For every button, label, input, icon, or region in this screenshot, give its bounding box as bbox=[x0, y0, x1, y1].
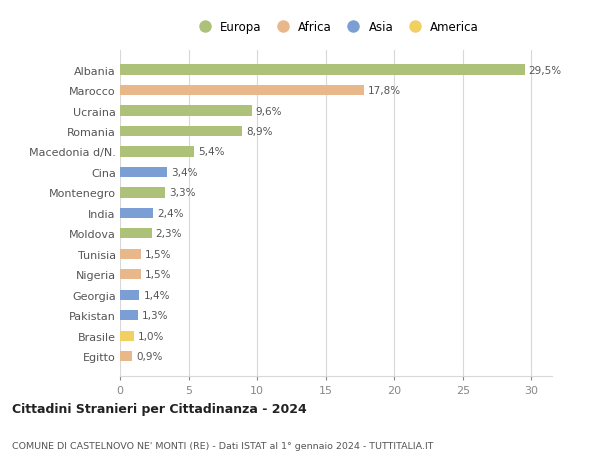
Text: 29,5%: 29,5% bbox=[529, 66, 562, 75]
Text: 8,9%: 8,9% bbox=[246, 127, 272, 137]
Text: 1,3%: 1,3% bbox=[142, 311, 169, 320]
Bar bbox=[120, 351, 133, 362]
Bar bbox=[120, 127, 242, 137]
Text: 3,4%: 3,4% bbox=[171, 168, 197, 178]
Bar bbox=[120, 331, 134, 341]
Bar bbox=[120, 290, 139, 300]
Text: 5,4%: 5,4% bbox=[198, 147, 224, 157]
Text: 1,5%: 1,5% bbox=[145, 270, 171, 280]
Bar bbox=[120, 147, 194, 157]
Text: Cittadini Stranieri per Cittadinanza - 2024: Cittadini Stranieri per Cittadinanza - 2… bbox=[12, 403, 307, 415]
Text: COMUNE DI CASTELNOVO NE' MONTI (RE) - Dati ISTAT al 1° gennaio 2024 - TUTTITALIA: COMUNE DI CASTELNOVO NE' MONTI (RE) - Da… bbox=[12, 441, 433, 450]
Bar bbox=[120, 65, 524, 76]
Bar bbox=[120, 208, 153, 218]
Text: 3,3%: 3,3% bbox=[169, 188, 196, 198]
Text: 2,3%: 2,3% bbox=[155, 229, 182, 239]
Bar bbox=[120, 269, 140, 280]
Bar bbox=[120, 168, 167, 178]
Text: 17,8%: 17,8% bbox=[368, 86, 401, 96]
Bar bbox=[120, 249, 140, 259]
Text: 9,6%: 9,6% bbox=[256, 106, 282, 116]
Legend: Europa, Africa, Asia, America: Europa, Africa, Asia, America bbox=[190, 17, 482, 37]
Bar bbox=[120, 310, 138, 321]
Bar bbox=[120, 86, 364, 96]
Text: 0,9%: 0,9% bbox=[136, 352, 163, 361]
Bar bbox=[120, 188, 165, 198]
Text: 1,4%: 1,4% bbox=[143, 290, 170, 300]
Text: 1,0%: 1,0% bbox=[138, 331, 164, 341]
Bar bbox=[120, 229, 152, 239]
Text: 1,5%: 1,5% bbox=[145, 249, 171, 259]
Text: 2,4%: 2,4% bbox=[157, 208, 184, 218]
Bar bbox=[120, 106, 251, 117]
